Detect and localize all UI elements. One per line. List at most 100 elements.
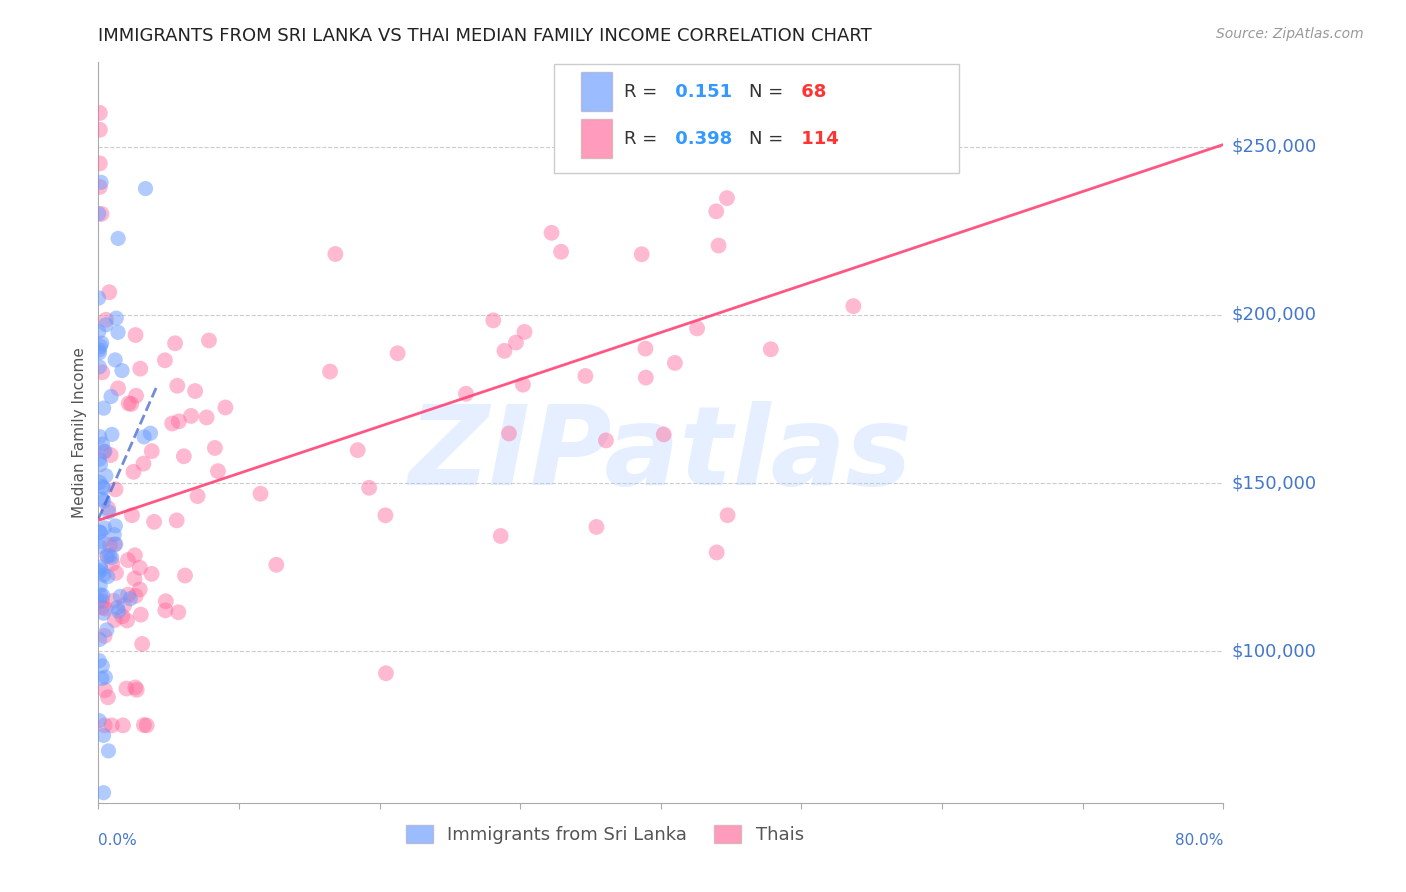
Point: [204, 441, 226, 455]
Point: [132, 718, 155, 732]
Point: [105, 311, 128, 326]
Point: [128, 582, 150, 597]
Point: [187, 489, 209, 503]
Point: [89, 429, 111, 443]
Text: 0.398: 0.398: [669, 130, 733, 148]
Point: [111, 718, 134, 732]
Point: [87, 343, 110, 357]
Point: [706, 545, 728, 559]
Point: [124, 681, 146, 695]
Point: [122, 465, 145, 479]
Point: [104, 352, 127, 367]
Point: [111, 363, 134, 377]
Point: [494, 343, 516, 358]
Point: [87, 325, 110, 339]
Point: [104, 483, 127, 497]
Point: [117, 553, 139, 567]
Point: [129, 607, 152, 622]
Point: [198, 334, 221, 348]
Point: [96, 549, 118, 563]
FancyBboxPatch shape: [581, 120, 613, 158]
Point: [842, 299, 865, 313]
Point: [115, 614, 138, 628]
Text: N =: N =: [748, 130, 789, 148]
Point: [686, 321, 709, 335]
Point: [97, 569, 120, 583]
Point: [101, 557, 124, 571]
Text: N =: N =: [748, 83, 789, 101]
Point: [90, 600, 112, 615]
Point: [141, 566, 163, 581]
Point: [107, 326, 129, 340]
Point: [585, 520, 607, 534]
Point: [94, 683, 117, 698]
Point: [124, 328, 146, 343]
Point: [387, 346, 409, 360]
Point: [124, 572, 146, 586]
Point: [630, 247, 652, 261]
Point: [98, 549, 121, 563]
Point: [634, 342, 657, 356]
Point: [93, 718, 115, 732]
Point: [165, 336, 187, 351]
Point: [325, 247, 347, 261]
Point: [89, 654, 111, 668]
Point: [155, 594, 177, 608]
Point: [93, 401, 115, 416]
Point: [94, 312, 117, 326]
Point: [101, 718, 124, 732]
Point: [100, 389, 122, 403]
Point: [91, 589, 114, 603]
Point: [93, 481, 115, 495]
Text: $150,000: $150,000: [1232, 475, 1316, 492]
Point: [89, 345, 111, 359]
Point: [134, 181, 156, 195]
Point: [794, 145, 817, 160]
Point: [97, 501, 120, 516]
Point: [89, 579, 111, 593]
Point: [94, 670, 117, 684]
Point: [89, 122, 111, 136]
Point: [97, 744, 120, 758]
Point: [89, 525, 111, 540]
Point: [346, 443, 368, 458]
Point: [91, 365, 114, 379]
Point: [716, 191, 738, 205]
Text: 114: 114: [794, 130, 838, 148]
Point: [93, 786, 115, 800]
Point: [725, 154, 748, 169]
Point: [160, 417, 183, 431]
Point: [89, 359, 111, 374]
Point: [141, 444, 163, 458]
Point: [139, 426, 162, 441]
Point: [180, 409, 202, 423]
Point: [93, 629, 115, 643]
Point: [90, 336, 112, 351]
Point: [105, 600, 128, 615]
Point: [167, 414, 190, 428]
Point: [120, 591, 142, 606]
Point: [195, 410, 218, 425]
Point: [155, 603, 177, 617]
Point: [93, 494, 115, 508]
Point: [98, 285, 121, 300]
Point: [118, 396, 141, 410]
Point: [89, 106, 111, 120]
Text: R =: R =: [624, 83, 662, 101]
Point: [716, 508, 738, 523]
Point: [98, 538, 121, 552]
Point: [89, 452, 111, 467]
Point: [94, 318, 117, 332]
Point: [91, 594, 114, 608]
Point: [89, 339, 111, 353]
Point: [124, 548, 146, 562]
Point: [89, 588, 111, 602]
Point: [359, 481, 381, 495]
Point: [664, 356, 686, 370]
Point: [90, 207, 112, 221]
Point: [173, 449, 195, 463]
Point: [125, 389, 148, 403]
Point: [115, 681, 138, 696]
Point: [129, 361, 152, 376]
Point: [89, 540, 111, 554]
